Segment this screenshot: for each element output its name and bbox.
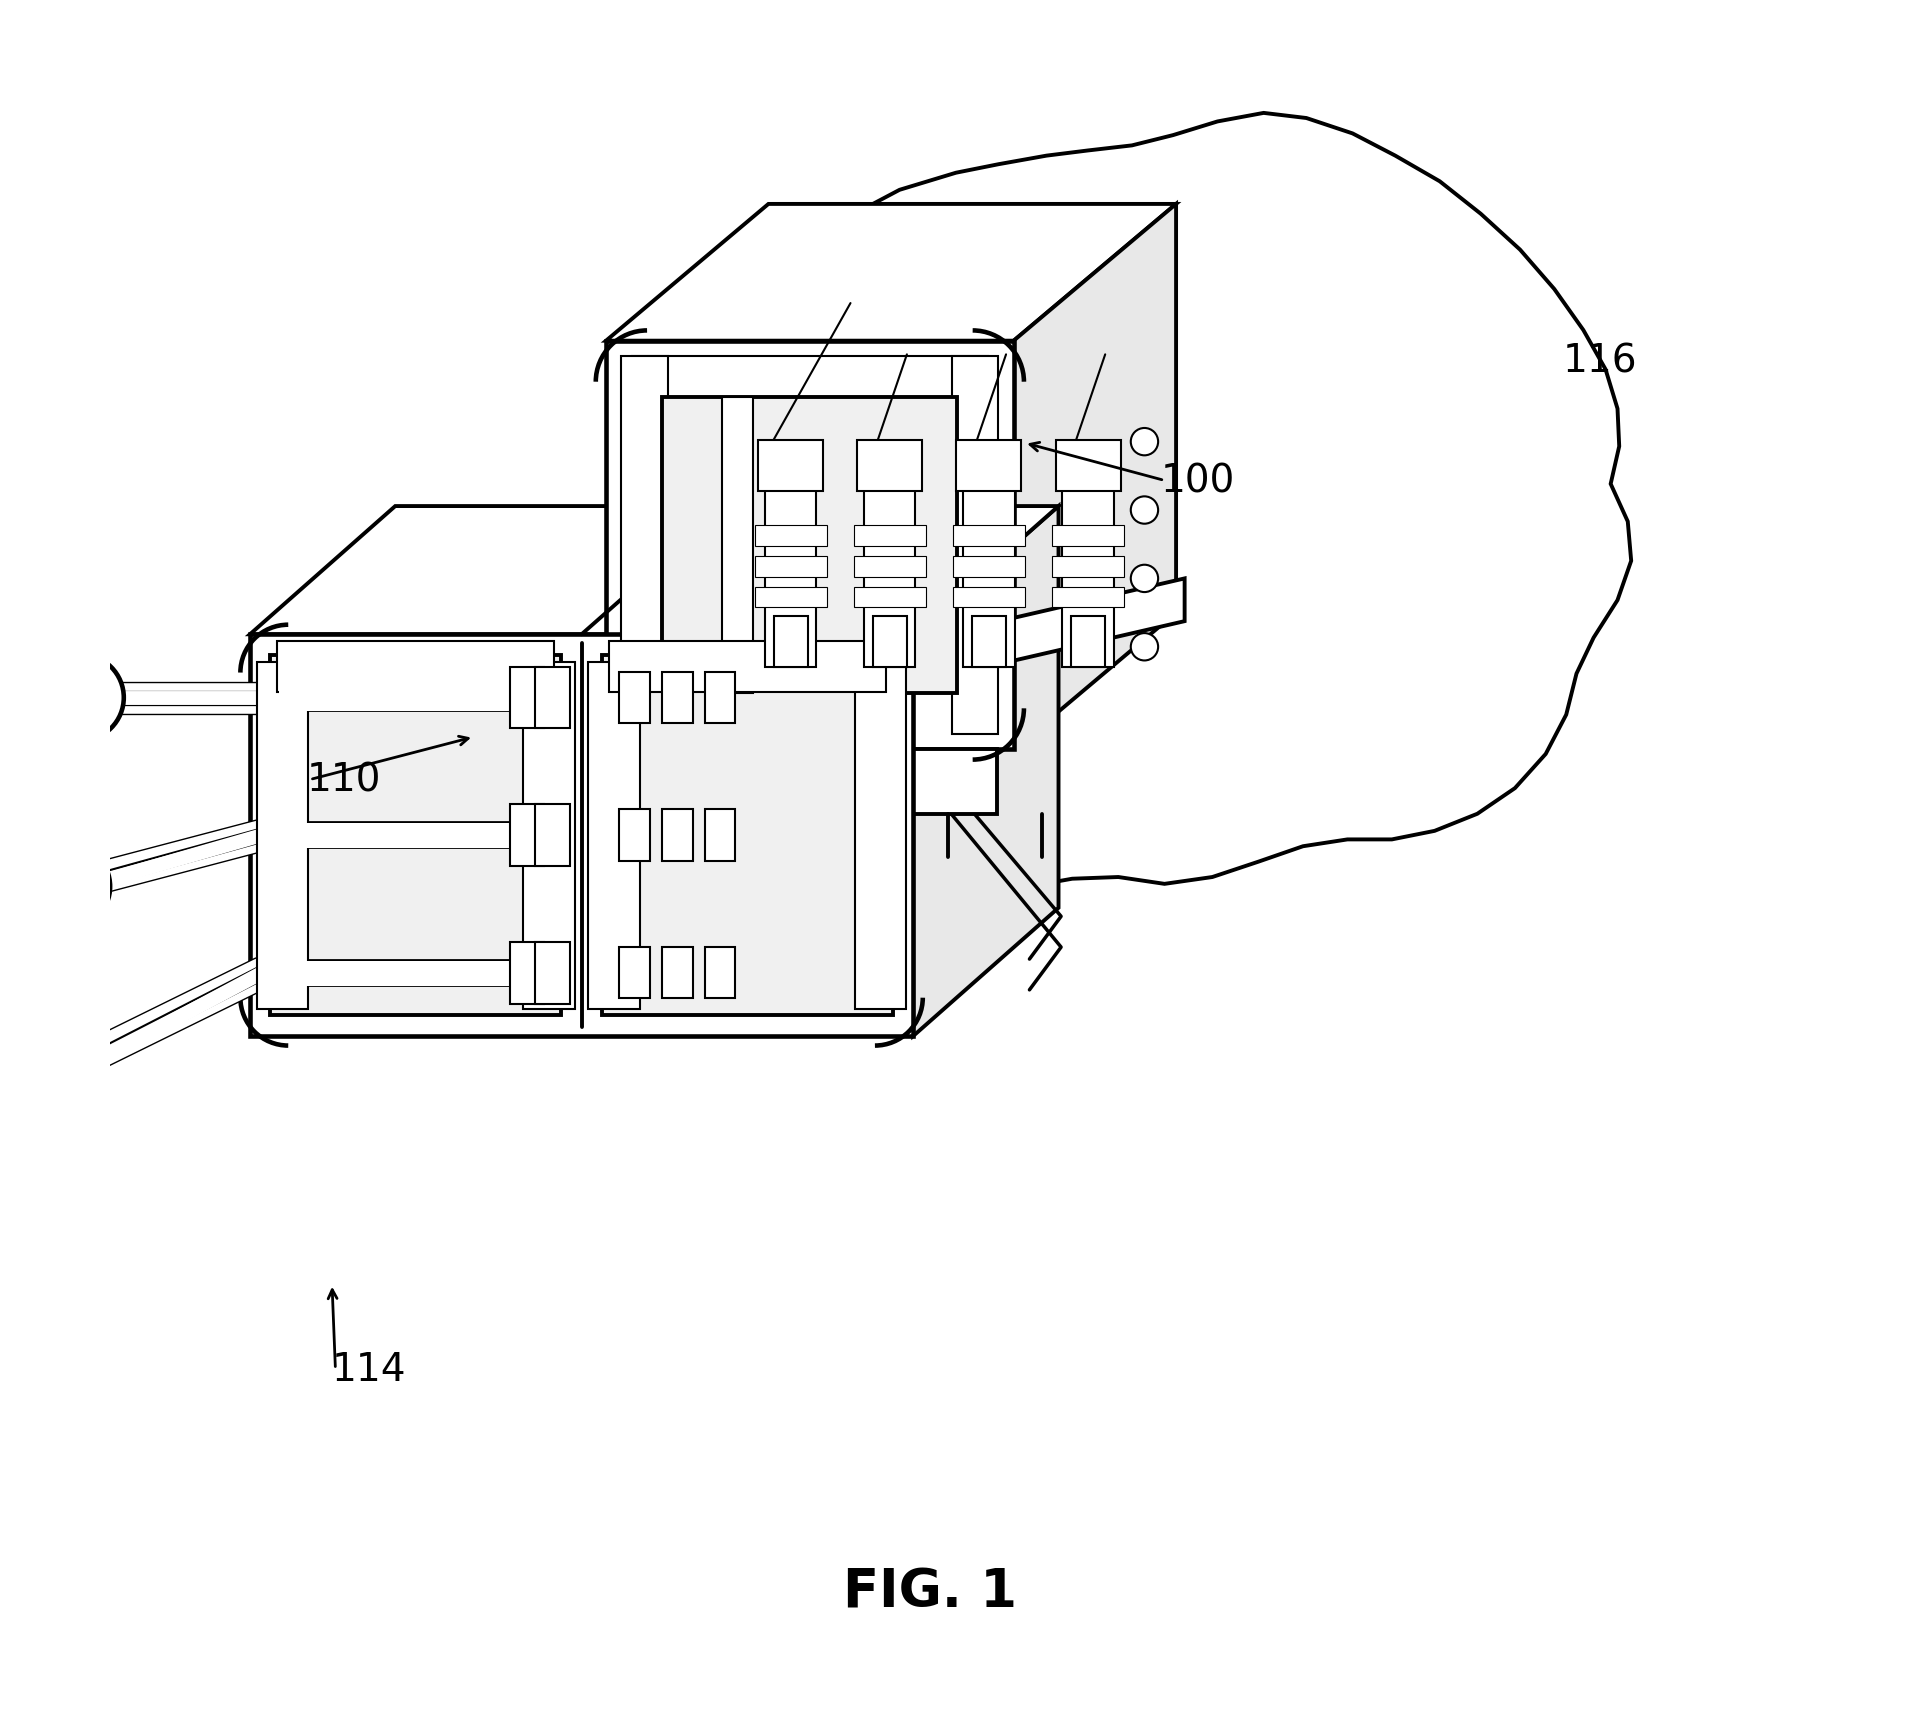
Polygon shape (953, 588, 1024, 608)
Polygon shape (774, 617, 808, 668)
Polygon shape (536, 943, 569, 1004)
Polygon shape (619, 948, 650, 999)
Polygon shape (606, 341, 1013, 751)
Polygon shape (257, 662, 309, 1010)
Polygon shape (856, 440, 922, 492)
Circle shape (54, 672, 106, 725)
Polygon shape (1071, 617, 1105, 668)
Circle shape (41, 860, 93, 914)
Polygon shape (509, 943, 544, 1004)
Circle shape (27, 1049, 79, 1102)
Polygon shape (619, 811, 650, 860)
Polygon shape (278, 641, 554, 692)
Circle shape (23, 843, 110, 931)
Polygon shape (509, 667, 544, 728)
Circle shape (58, 878, 75, 895)
Polygon shape (855, 557, 926, 578)
Polygon shape (754, 557, 826, 578)
Polygon shape (606, 204, 1177, 341)
Polygon shape (662, 672, 693, 723)
Polygon shape (270, 655, 561, 1016)
Circle shape (1130, 634, 1157, 662)
Polygon shape (963, 475, 1015, 668)
Text: 110: 110 (307, 761, 380, 799)
Polygon shape (704, 672, 735, 723)
Text: 100: 100 (1161, 463, 1235, 500)
Polygon shape (631, 357, 988, 403)
Polygon shape (754, 526, 826, 547)
Polygon shape (623, 751, 997, 814)
Polygon shape (721, 398, 752, 694)
Polygon shape (855, 588, 926, 608)
Circle shape (71, 689, 89, 706)
Polygon shape (1051, 526, 1125, 547)
Polygon shape (1051, 557, 1125, 578)
Polygon shape (536, 667, 569, 728)
Text: 116: 116 (1562, 343, 1638, 381)
Polygon shape (588, 662, 640, 1010)
Polygon shape (855, 526, 926, 547)
Circle shape (39, 655, 123, 740)
Polygon shape (662, 398, 957, 694)
Text: FIG. 1: FIG. 1 (843, 1565, 1017, 1618)
Polygon shape (673, 113, 1632, 891)
Polygon shape (957, 440, 1022, 492)
Polygon shape (523, 662, 575, 1010)
Polygon shape (610, 641, 885, 692)
Polygon shape (621, 357, 667, 735)
Polygon shape (704, 811, 735, 860)
Polygon shape (953, 357, 999, 735)
Polygon shape (872, 617, 907, 668)
Polygon shape (251, 634, 912, 1037)
Circle shape (1130, 566, 1157, 593)
Circle shape (10, 1032, 96, 1119)
Polygon shape (662, 948, 693, 999)
Circle shape (1130, 428, 1157, 456)
Polygon shape (1051, 588, 1125, 608)
Polygon shape (602, 655, 893, 1016)
Circle shape (44, 1068, 62, 1085)
Polygon shape (766, 475, 816, 668)
Polygon shape (592, 703, 627, 737)
Polygon shape (619, 672, 650, 723)
Polygon shape (1055, 440, 1121, 492)
Polygon shape (953, 557, 1024, 578)
Polygon shape (972, 617, 1007, 668)
Polygon shape (855, 662, 907, 1010)
Polygon shape (536, 806, 569, 866)
Polygon shape (704, 948, 735, 999)
Polygon shape (251, 507, 1059, 634)
Polygon shape (1063, 475, 1113, 668)
Circle shape (1130, 497, 1157, 524)
Text: 114: 114 (332, 1351, 407, 1388)
Polygon shape (662, 811, 693, 860)
Polygon shape (754, 588, 826, 608)
Polygon shape (864, 475, 916, 668)
Polygon shape (1013, 204, 1177, 751)
Polygon shape (592, 579, 1184, 759)
Polygon shape (509, 806, 544, 866)
Polygon shape (912, 507, 1059, 1037)
Polygon shape (953, 526, 1024, 547)
Polygon shape (758, 440, 824, 492)
